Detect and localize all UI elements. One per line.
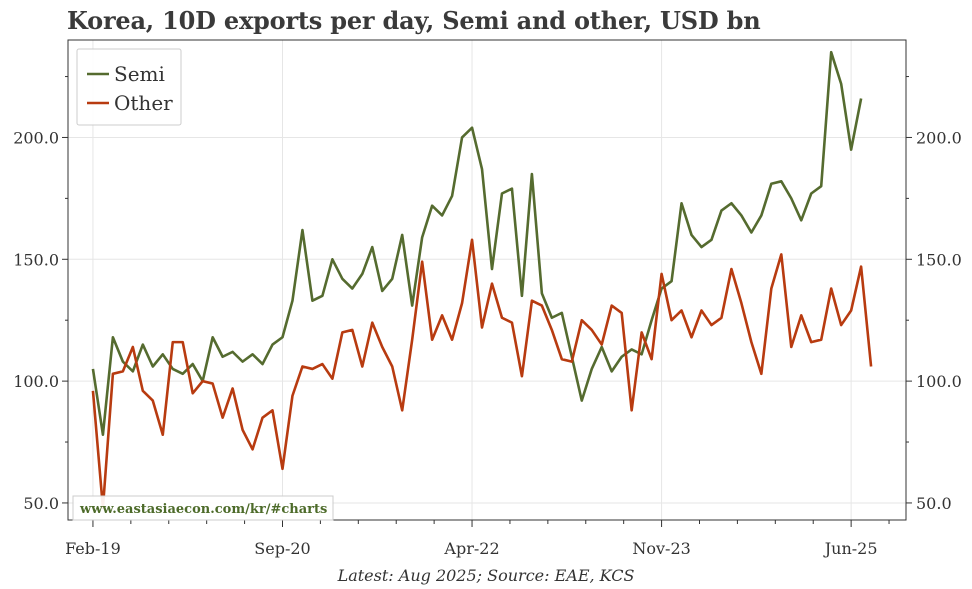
legend-box <box>76 48 182 126</box>
y-axis-right: 50.0 100.0 150.0 200.0 <box>906 76 962 513</box>
plot-frame <box>67 39 907 521</box>
series-line-other <box>91 238 873 510</box>
chart-title: Korea, 10D exports per day, Semi and oth… <box>67 6 761 35</box>
y-tick-label-right: 100.0 <box>916 372 962 391</box>
x-tick-label: Nov-23 <box>632 539 690 558</box>
y-tick-label-right: 50.0 <box>916 494 952 513</box>
x-tick-label: Jun-25 <box>823 539 878 558</box>
x-tick-label: Apr-22 <box>443 539 499 558</box>
y-tick-label-left: 150.0 <box>13 250 59 269</box>
series-line-semi <box>91 50 863 437</box>
series-lines <box>91 50 873 510</box>
gridlines <box>68 40 906 520</box>
watermark-text: www.eastasiaecon.com/kr/#charts <box>79 502 327 517</box>
watermark-box: www.eastasiaecon.com/kr/#charts <box>72 495 334 521</box>
legend-label-other: Other <box>114 91 173 115</box>
y-tick-label-right: 200.0 <box>916 128 962 147</box>
legend: Semi Other <box>76 48 182 126</box>
y-axis-left: 50.0 100.0 150.0 200.0 <box>13 76 68 513</box>
y-tick-label-right: 150.0 <box>916 250 962 269</box>
legend-label-semi: Semi <box>114 62 165 86</box>
x-axis: Feb-19 Sep-20 Apr-22 Nov-23 Jun-25 <box>65 520 890 558</box>
y-tick-label-left: 100.0 <box>13 372 59 391</box>
y-tick-label-left: 50.0 <box>23 494 59 513</box>
x-tick-label: Feb-19 <box>65 539 121 558</box>
x-tick-label: Sep-20 <box>254 539 310 558</box>
source-footer: Latest: Aug 2025; Source: EAE, KCS <box>337 566 635 585</box>
y-tick-label-left: 200.0 <box>13 128 59 147</box>
